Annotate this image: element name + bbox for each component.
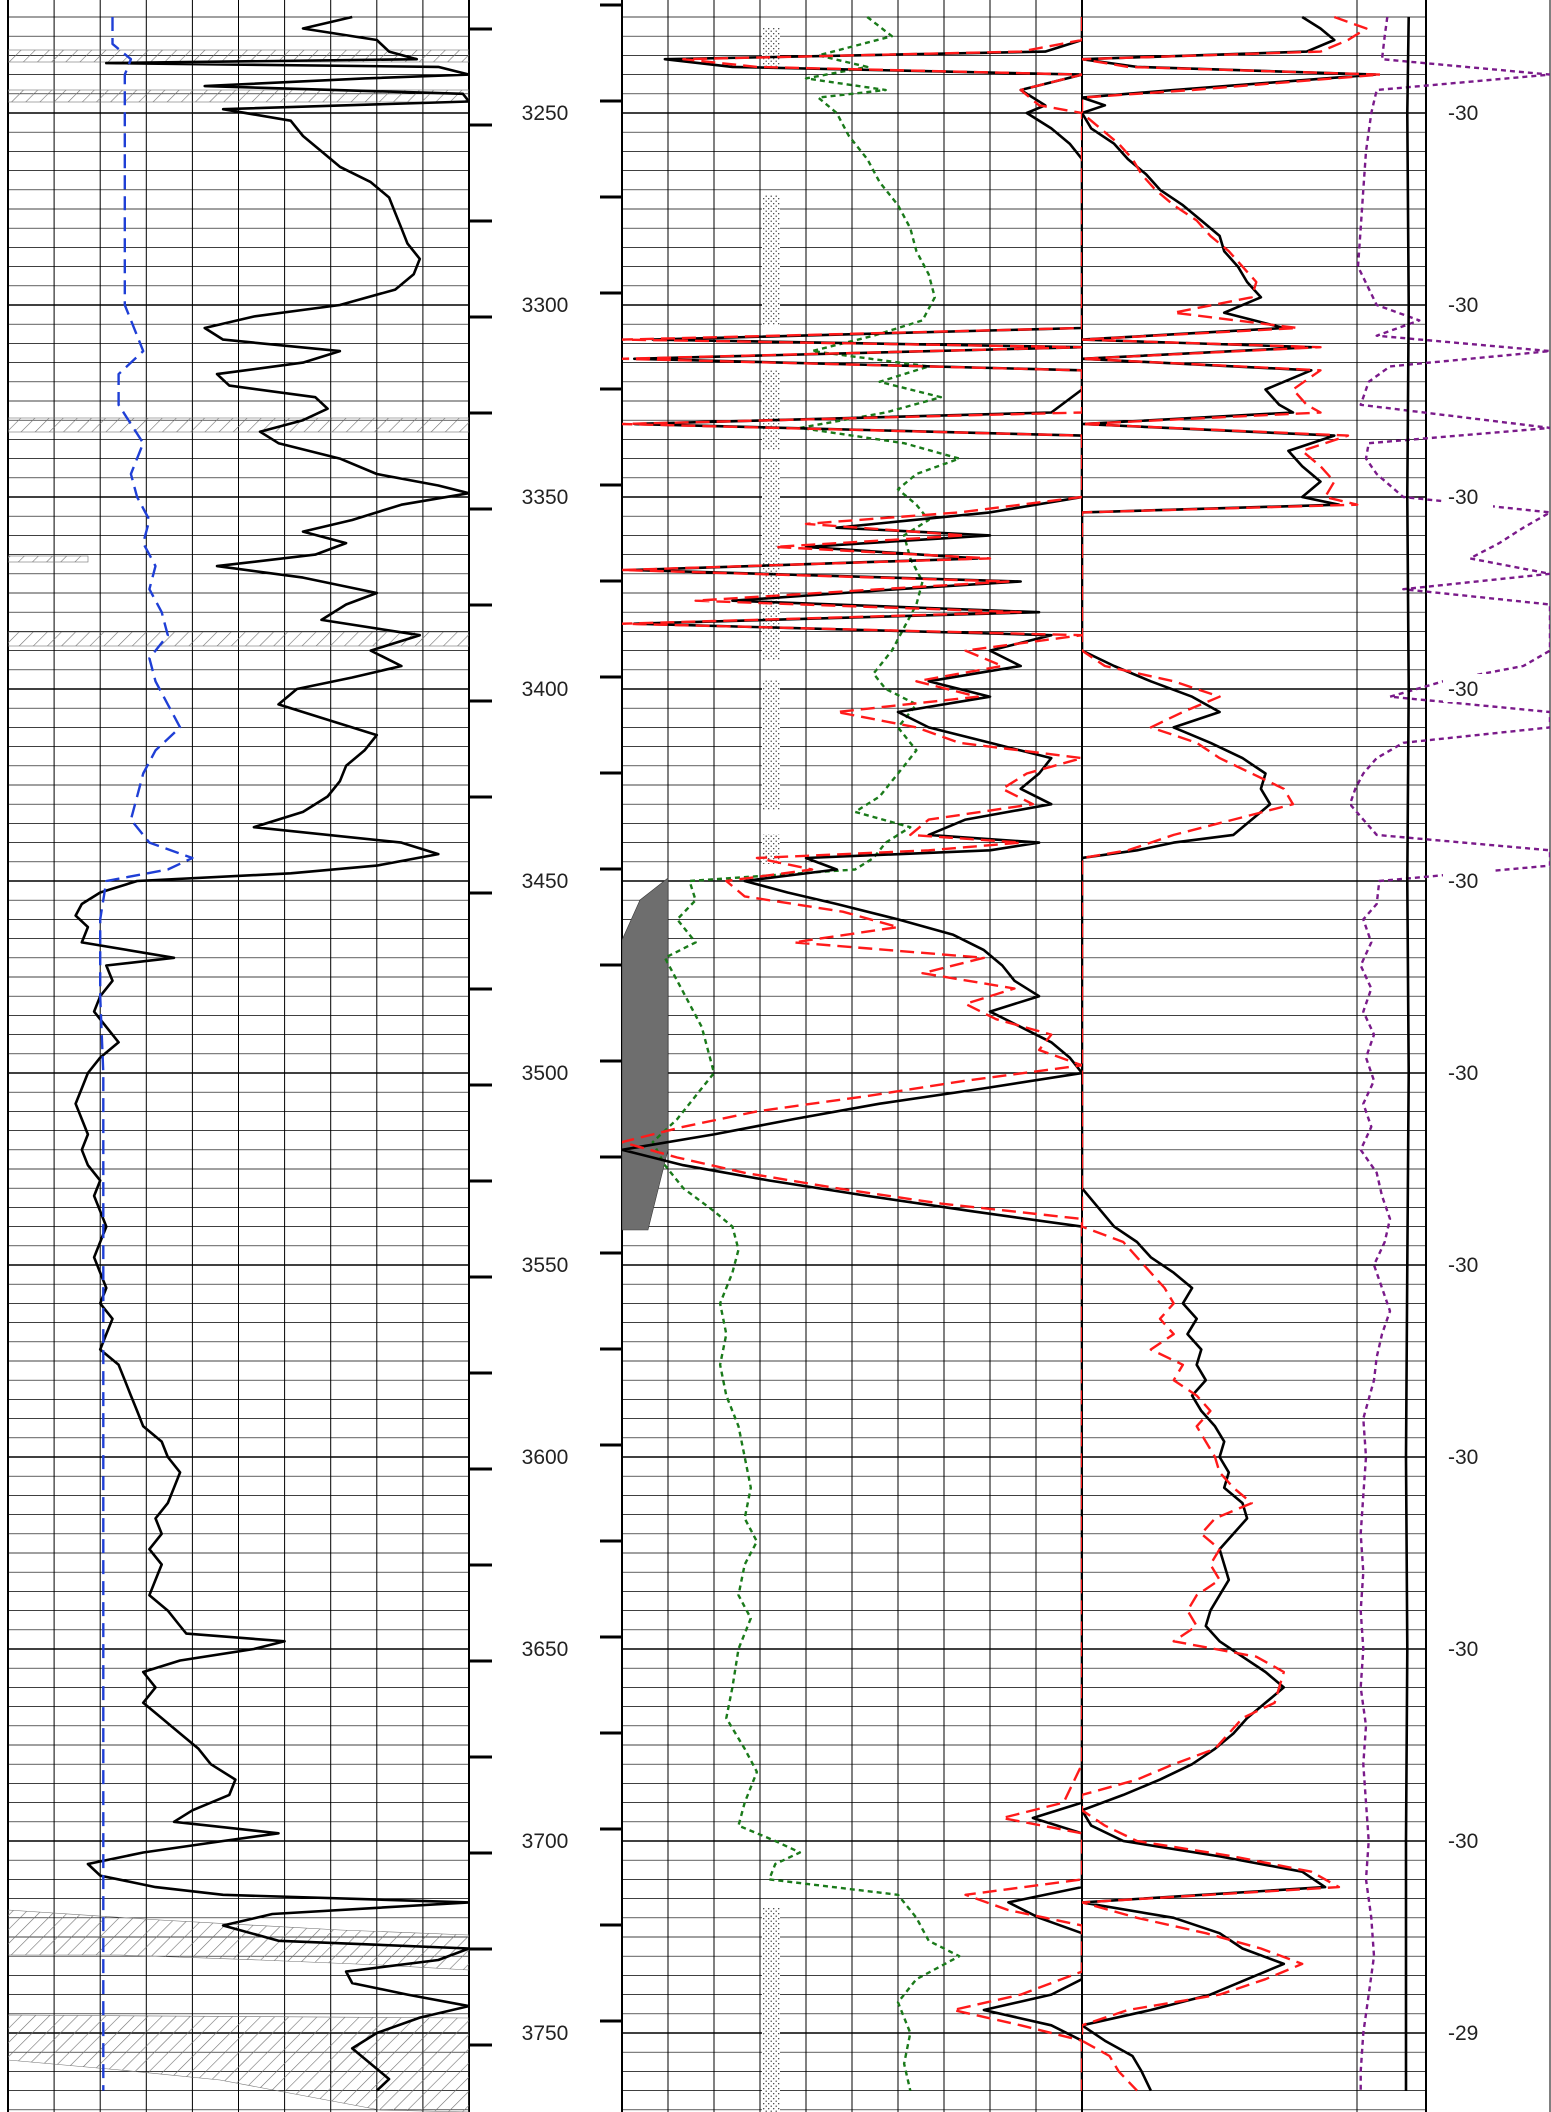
track4-scale-label-bg — [1443, 1058, 1493, 1086]
depth-tick-label: 3750 — [522, 2022, 569, 2045]
track4-curves — [1350, 16, 1550, 2091]
track4-scale-label: -30 — [1448, 1062, 1478, 1085]
track1-caliper-curve — [98, 17, 194, 2091]
track2-sp-curve — [651, 16, 961, 2091]
sand-fill-3 — [762, 370, 780, 450]
track4-scale-label-bg — [1443, 1250, 1493, 1278]
track4-scale-label-bg — [1443, 1442, 1493, 1470]
hatch-band-6 — [8, 1909, 469, 1971]
track4-scale-label-bg — [1443, 1634, 1493, 1662]
track4-scale-label: -30 — [1448, 102, 1478, 125]
track4-scale-label: -30 — [1448, 870, 1478, 893]
track1-hatch-fills — [8, 49, 469, 2112]
track4-scale-label-bg — [1443, 866, 1493, 894]
track4-scale-label: -30 — [1448, 486, 1478, 509]
track3-resistivity_shallow-curve — [1082, 15, 1382, 2092]
sand-fill-7 — [762, 1908, 780, 2112]
track4-scale-label-bg — [1443, 2018, 1493, 2046]
hatch-band-2 — [8, 89, 469, 103]
depth-tick-label: 3500 — [522, 1062, 569, 1085]
depth-tick-label: 3550 — [522, 1254, 569, 1277]
depth-tick-label: 3350 — [522, 486, 569, 509]
depth-tick-label: 3600 — [522, 1446, 569, 1469]
hatch-band-4 — [8, 555, 89, 563]
track4-scale-label: -30 — [1448, 678, 1478, 701]
track1-grid — [7, 0, 470, 2112]
depth-tick-label: 3450 — [522, 870, 569, 893]
sand-fill-6 — [762, 834, 780, 864]
track4-scale-label-bg — [1443, 482, 1493, 510]
hatch-band-7 — [8, 2014, 469, 2112]
track4-track4_line-curve — [1404, 16, 1410, 2091]
track4-track4_curve-curve — [1350, 16, 1550, 2091]
track4-scale-label: -30 — [1448, 294, 1478, 317]
depth-tick-label: 3250 — [522, 102, 569, 125]
track4-scale-label-bg — [1443, 290, 1493, 318]
track2-fills — [622, 28, 780, 2112]
track4-scale-label: -30 — [1448, 1254, 1478, 1277]
sand-fill-2 — [762, 195, 780, 325]
sand-fill-4 — [762, 460, 780, 660]
depth-tick-label: 3700 — [522, 1830, 569, 1853]
track1-curves — [74, 15, 469, 2092]
depth-tick-label: 3650 — [522, 1638, 569, 1661]
track4-scale-label-bg — [1443, 98, 1493, 126]
sand-fill-1 — [762, 28, 780, 68]
depth-track: 3250 3300 3350 3400 3450 3500 3550 3600 3650 3700… — [469, 3, 622, 2047]
track4-scale-labels: -30 -30 -30 -30 -30 -30 -30 -30 -30 -30 -29 — [1443, 98, 1493, 2046]
track3-resistivity_deep-curve — [1082, 15, 1377, 2092]
track4-scale-label: -30 — [1448, 1446, 1478, 1469]
track4-scale-label-bg — [1443, 674, 1493, 702]
track2-grid — [621, 0, 1083, 2112]
depth-tick-label: 3400 — [522, 678, 569, 701]
track3-curves — [1082, 15, 1382, 2092]
track2-resistivity_shallow-curve — [622, 17, 1082, 2091]
depth-tick-label: 3300 — [522, 294, 569, 317]
track4-scale-label: -30 — [1448, 1638, 1478, 1661]
hatch-band-3 — [8, 417, 469, 433]
hatch-band-5 — [8, 631, 469, 647]
sp-shale-fill — [622, 877, 669, 1231]
track4-scale-label: -30 — [1448, 1830, 1478, 1853]
track4-scale-label-bg — [1443, 1826, 1493, 1854]
track2-curves — [622, 16, 1082, 2091]
track4-scale-label: -29 — [1448, 2022, 1478, 2045]
sand-fill-5 — [762, 680, 780, 810]
